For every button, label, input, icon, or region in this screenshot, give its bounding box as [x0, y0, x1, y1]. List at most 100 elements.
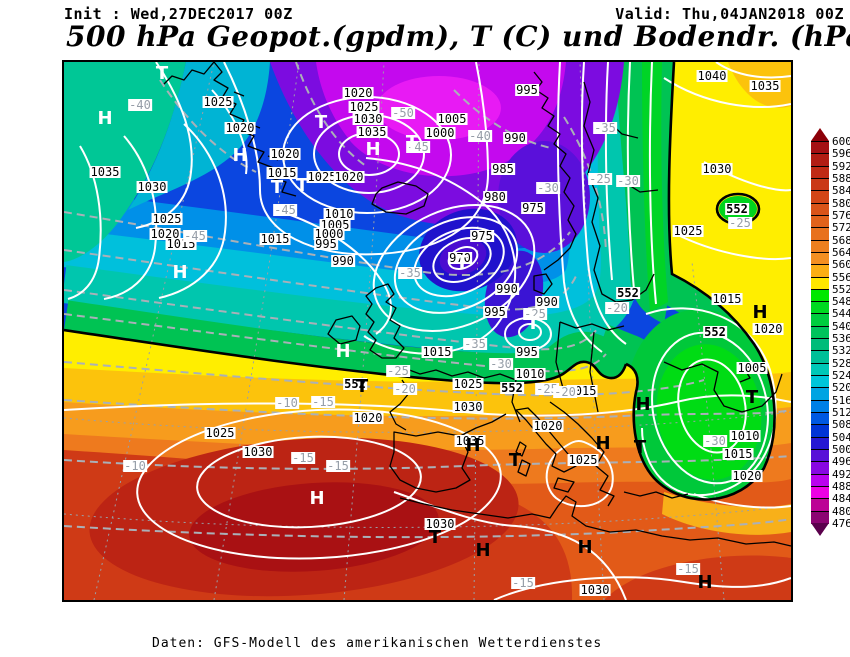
- scale-tick-label: 560: [832, 258, 850, 272]
- isobar-label: 1020: [149, 227, 181, 241]
- high-pressure-marker: H: [172, 262, 188, 283]
- temperature-label: -20: [553, 385, 577, 399]
- isobar-label: 1025: [567, 453, 599, 467]
- isobar-label: 985: [491, 162, 515, 176]
- isobar-label: 990: [503, 131, 527, 145]
- isobar-label: 1010: [514, 367, 546, 381]
- temperature-label: -25: [728, 216, 752, 230]
- init-time-text: Init : Wed,27DEC2017 00Z: [64, 5, 293, 23]
- low-pressure-marker: T: [428, 527, 442, 548]
- low-pressure-marker: T: [405, 132, 419, 153]
- isobar-label: 1025: [348, 100, 380, 114]
- scale-tick-label: 544: [832, 307, 850, 321]
- isobar-label: 1030: [424, 517, 456, 531]
- temperature-label: -30: [489, 357, 513, 371]
- scale-tick-label: 548: [832, 295, 850, 309]
- isobar-label: 1030: [452, 400, 484, 414]
- temperature-label: -35: [463, 337, 487, 351]
- low-pressure-marker: T: [295, 175, 309, 196]
- high-pressure-marker: H: [635, 394, 651, 415]
- scale-segment: [811, 362, 829, 377]
- isobar-label: 1010: [323, 207, 355, 221]
- scale-tick-label: 576: [832, 208, 850, 222]
- map-label-overlay: 1025 1020 1020 1025 1030 1035 1035 1030 1020 1015…: [64, 62, 791, 600]
- scale-arrow-down: [811, 522, 829, 536]
- scale-segment: [811, 202, 829, 216]
- scale-tick-label: 600: [832, 135, 850, 148]
- isobar-label: 990: [495, 282, 519, 296]
- scale-segment: [811, 473, 829, 487]
- isobar-label: 975: [470, 229, 494, 243]
- isobar-label: 1025: [202, 95, 234, 109]
- temperature-label: -30: [703, 434, 727, 448]
- isobar-label: 1020: [532, 419, 564, 433]
- scale-tick-label: 480: [832, 504, 850, 518]
- attribution: Daten: GFS-Modell des amerikanischen Wet…: [152, 606, 602, 657]
- scale-segment: [811, 449, 829, 463]
- scale-segment: [811, 350, 829, 364]
- isobar-label: 1030: [136, 180, 168, 194]
- isobar-label: 1020: [342, 86, 374, 100]
- geopotential-552-label: 552: [500, 381, 524, 395]
- temperature-label: -35: [593, 121, 617, 135]
- temperature-label: -40: [128, 98, 152, 112]
- isobar-label: 1040: [696, 69, 728, 83]
- isobar-label: 1005: [436, 112, 468, 126]
- isobar-label: 1020: [269, 147, 301, 161]
- scale-segment: [811, 485, 829, 500]
- scale-tick-label: 508: [832, 418, 850, 432]
- scale-segment: [811, 375, 829, 389]
- scale-segment: [811, 399, 829, 414]
- high-pressure-marker: H: [365, 139, 381, 160]
- isobar-label: 1015: [421, 345, 453, 359]
- temperature-label: -15: [676, 562, 700, 576]
- isobar-label: 1000: [424, 126, 456, 140]
- scale-tick-label: 572: [832, 221, 850, 235]
- temperature-label: -15: [311, 395, 335, 409]
- scale-segment: [811, 461, 829, 475]
- isobar-label: 1020: [352, 411, 384, 425]
- geopotential-552-label: 552: [616, 286, 640, 300]
- high-pressure-marker: H: [97, 108, 113, 129]
- high-pressure-marker: H: [577, 537, 593, 558]
- scale-tick-label: 528: [832, 356, 850, 370]
- scale-tick-label: 524: [832, 369, 850, 383]
- scale-segment: [811, 276, 829, 290]
- isobar-label: 1025: [672, 224, 704, 238]
- isobar-label: 1030: [701, 162, 733, 176]
- scale-tick-label: 520: [832, 381, 850, 395]
- scale-segment: [811, 338, 829, 352]
- scale-segment: [811, 412, 829, 426]
- temperature-label: -15: [291, 451, 315, 465]
- scale-segment: [811, 387, 829, 401]
- temperature-label: -25: [588, 172, 612, 186]
- low-pressure-marker: T: [508, 450, 522, 471]
- scale-segment: [811, 288, 829, 303]
- high-pressure-marker: H: [697, 572, 713, 593]
- scale-segment: [811, 177, 829, 192]
- scale-segment: [811, 251, 829, 266]
- isobar-label: 995: [515, 83, 539, 97]
- isobar-label: 995: [314, 237, 338, 251]
- isobar-label: 1035: [89, 165, 121, 179]
- temperature-label: -45: [406, 140, 430, 154]
- isobar-label: 1035: [749, 79, 781, 93]
- scale-tick-label: 584: [832, 184, 850, 198]
- scale-segment: [811, 165, 829, 179]
- isobar-label: 1025: [151, 212, 183, 226]
- isobar-label: 990: [535, 295, 559, 309]
- high-pressure-marker: H: [232, 145, 248, 166]
- scale-segment: [811, 325, 829, 340]
- temperature-label: -35: [398, 266, 422, 280]
- temperature-label: -25: [535, 382, 559, 396]
- geopotential-552-label: 552: [703, 325, 727, 339]
- temperature-label: -30: [616, 174, 640, 188]
- scale-segment: [811, 424, 829, 438]
- scale-tick-label: 532: [832, 344, 850, 358]
- scale-segment: [811, 313, 829, 327]
- geopotential-552-label: 552: [343, 377, 367, 391]
- scale-segment: [811, 190, 829, 204]
- isobar-label: 1005: [736, 361, 768, 375]
- temperature-label: -50: [391, 106, 415, 120]
